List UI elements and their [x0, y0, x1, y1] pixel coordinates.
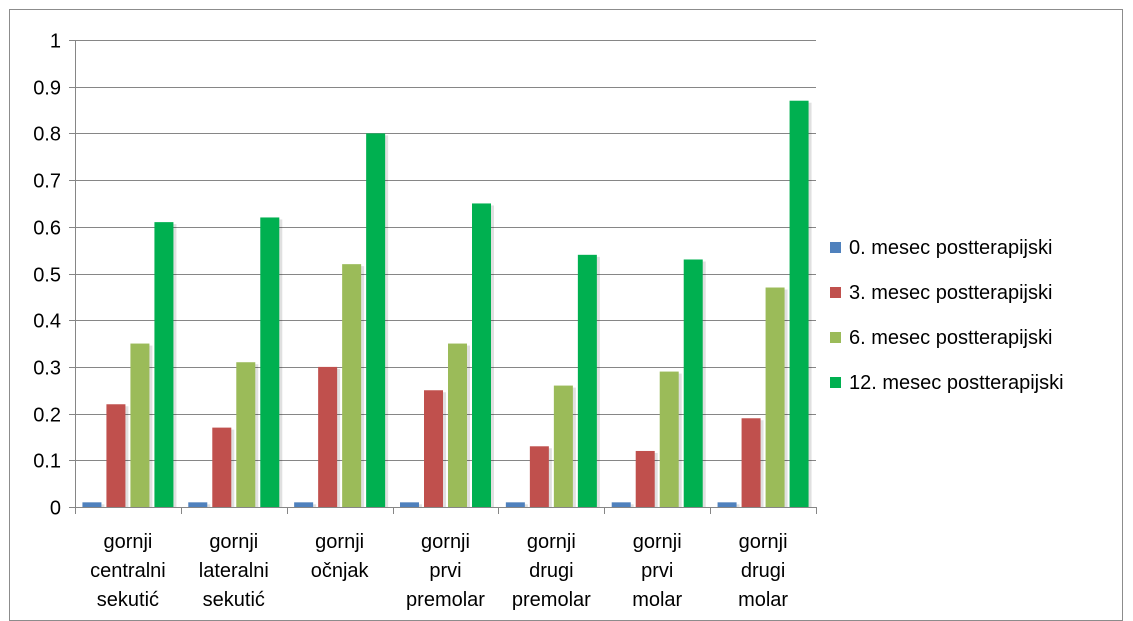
x-tick-label: gornji prvi premolar — [406, 531, 485, 611]
bar — [188, 502, 208, 507]
bar — [789, 100, 809, 508]
x-tick-label-line: molar — [632, 589, 682, 611]
x-tick-label-line: drugi — [529, 560, 573, 582]
x-tick-label-line: gornji — [633, 531, 682, 553]
x-tick-label-line: centralni — [90, 560, 166, 582]
x-tick-label: gornji drugi premolar — [512, 531, 591, 611]
legend: 0. mesec postterapijski 3. mesec posttera… — [830, 237, 1064, 394]
bar — [106, 404, 126, 507]
bar — [717, 502, 737, 507]
gridlines — [75, 40, 816, 461]
axis-labels: 0 0.1 0.2 0.3 0.4 0.5 0.6 0.7 0.8 0.9 1 gornji centr… — [33, 31, 788, 612]
x-tick-label: gornji očnjak — [311, 531, 370, 582]
y-tick-label: 0.3 — [33, 358, 61, 380]
x-tick-label-line: prvi — [429, 560, 461, 582]
bar — [741, 418, 761, 507]
bar — [318, 366, 338, 507]
bar — [400, 502, 419, 507]
x-tick-label-line: gornji — [315, 531, 364, 553]
bar — [424, 390, 443, 507]
legend-label: 0. mesec postterapijski — [849, 237, 1052, 259]
x-tick-label-line: drugi — [741, 560, 785, 582]
bar — [611, 502, 631, 507]
bar — [765, 287, 785, 507]
legend-swatch — [830, 332, 841, 343]
y-tick-label: 0.2 — [33, 405, 61, 427]
y-tick-label: 0 — [50, 498, 61, 520]
legend-label: 6. mesec postterapijski — [849, 327, 1052, 349]
x-tick-label-line: sekutić — [203, 589, 265, 611]
x-tick-label-line: gornji — [103, 531, 152, 553]
chart-border — [9, 9, 1123, 621]
bar — [659, 371, 679, 507]
x-tick-label: gornji centralni sekutić — [90, 531, 166, 611]
legend-label: 12. mesec postterapijski — [849, 372, 1064, 394]
bar — [154, 222, 174, 507]
y-tick-label: 1 — [50, 31, 61, 53]
bar — [553, 385, 573, 507]
x-tick-label-line: premolar — [406, 589, 485, 611]
bars — [82, 100, 812, 508]
y-tick-label: 0.9 — [33, 78, 61, 100]
bar — [577, 254, 597, 507]
x-tick-label-line: prvi — [641, 560, 673, 582]
x-tick-label-line: gornji — [421, 531, 470, 553]
bar — [635, 450, 655, 507]
legend-label: 3. mesec postterapijski — [849, 282, 1052, 304]
bar — [472, 203, 491, 507]
y-tick-label: 0.7 — [33, 171, 61, 193]
x-tick-label-line: gornji — [209, 531, 258, 553]
x-tick-label: gornji drugi molar — [738, 531, 788, 611]
y-tick-label: 0.4 — [33, 311, 61, 333]
x-tick-label: gornji lateralni sekutić — [199, 531, 269, 611]
legend-swatch — [830, 287, 841, 298]
x-tick-label-line: molar — [738, 589, 788, 611]
legend-swatch — [830, 377, 841, 388]
bar — [212, 427, 232, 507]
bar — [82, 502, 102, 507]
y-tick-label: 0.5 — [33, 265, 61, 287]
bar — [342, 264, 362, 507]
bar — [448, 343, 467, 507]
bar — [130, 343, 150, 507]
bar — [260, 217, 280, 507]
y-tick-label: 0.6 — [33, 218, 61, 240]
bar — [366, 133, 386, 507]
bar — [529, 446, 549, 507]
x-tick-label: gornji prvi molar — [632, 531, 682, 611]
bar — [505, 502, 525, 507]
bar — [236, 362, 256, 507]
bar — [294, 502, 314, 507]
x-tick-label-line: gornji — [739, 531, 788, 553]
x-tick-label-line: lateralni — [199, 560, 269, 582]
y-tick-label: 0.8 — [33, 124, 61, 146]
y-tick-label: 0.1 — [33, 451, 61, 473]
legend-swatch — [830, 242, 841, 253]
x-tick-label-line: sekutić — [97, 589, 159, 611]
bar — [683, 259, 703, 507]
x-tick-label-line: premolar — [512, 589, 591, 611]
x-tick-label-line: gornji — [527, 531, 576, 553]
axes — [69, 40, 817, 514]
x-tick-label-line: očnjak — [311, 560, 370, 582]
